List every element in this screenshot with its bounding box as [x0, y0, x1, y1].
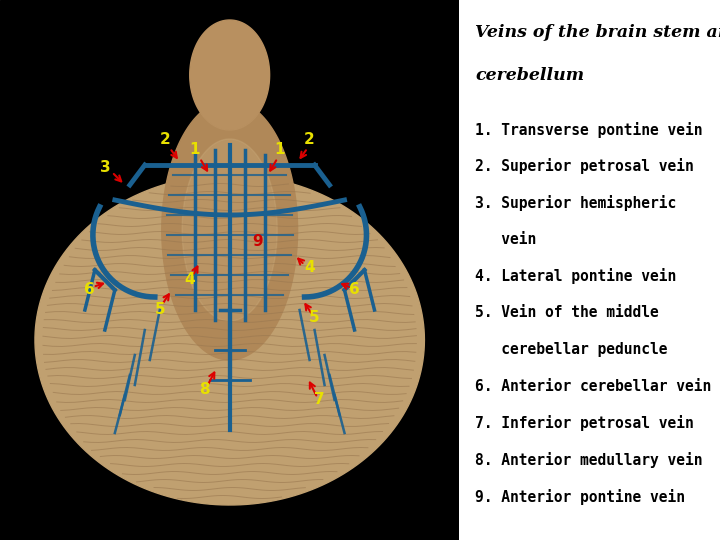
- Text: 3: 3: [99, 160, 110, 176]
- Polygon shape: [190, 20, 269, 130]
- Text: 8. Anterior medullary vein: 8. Anterior medullary vein: [475, 452, 703, 468]
- Text: 5. Vein of the middle: 5. Vein of the middle: [475, 305, 659, 320]
- Text: cerebellar peduncle: cerebellar peduncle: [475, 342, 667, 357]
- Polygon shape: [162, 100, 297, 360]
- Text: 2: 2: [304, 132, 315, 147]
- Text: 1. Transverse pontine vein: 1. Transverse pontine vein: [475, 122, 703, 138]
- Text: 3. Superior hemispheric: 3. Superior hemispheric: [475, 195, 676, 211]
- Text: 5: 5: [155, 302, 165, 318]
- Text: 2. Superior petrosal vein: 2. Superior petrosal vein: [475, 158, 694, 174]
- Polygon shape: [35, 175, 424, 505]
- Polygon shape: [182, 139, 277, 321]
- Text: 2: 2: [159, 132, 170, 147]
- Text: 4: 4: [184, 273, 195, 287]
- Text: 1: 1: [189, 143, 200, 158]
- Text: 7: 7: [314, 393, 325, 408]
- Text: vein: vein: [475, 232, 536, 247]
- Text: 6: 6: [349, 282, 360, 298]
- Text: 8: 8: [199, 382, 210, 397]
- Text: 4: 4: [305, 260, 315, 275]
- Text: 1: 1: [274, 143, 285, 158]
- Text: 7. Inferior petrosal vein: 7. Inferior petrosal vein: [475, 415, 694, 431]
- Text: 9. Anterior pontine vein: 9. Anterior pontine vein: [475, 489, 685, 505]
- Text: cerebellum: cerebellum: [475, 68, 584, 84]
- Text: 6: 6: [84, 282, 95, 298]
- Text: Veins of the brain stem and: Veins of the brain stem and: [475, 24, 720, 41]
- Text: 9: 9: [252, 234, 263, 249]
- Text: 4. Lateral pontine vein: 4. Lateral pontine vein: [475, 268, 676, 285]
- Text: 5: 5: [310, 310, 320, 326]
- Text: 6. Anterior cerebellar vein: 6. Anterior cerebellar vein: [475, 379, 711, 394]
